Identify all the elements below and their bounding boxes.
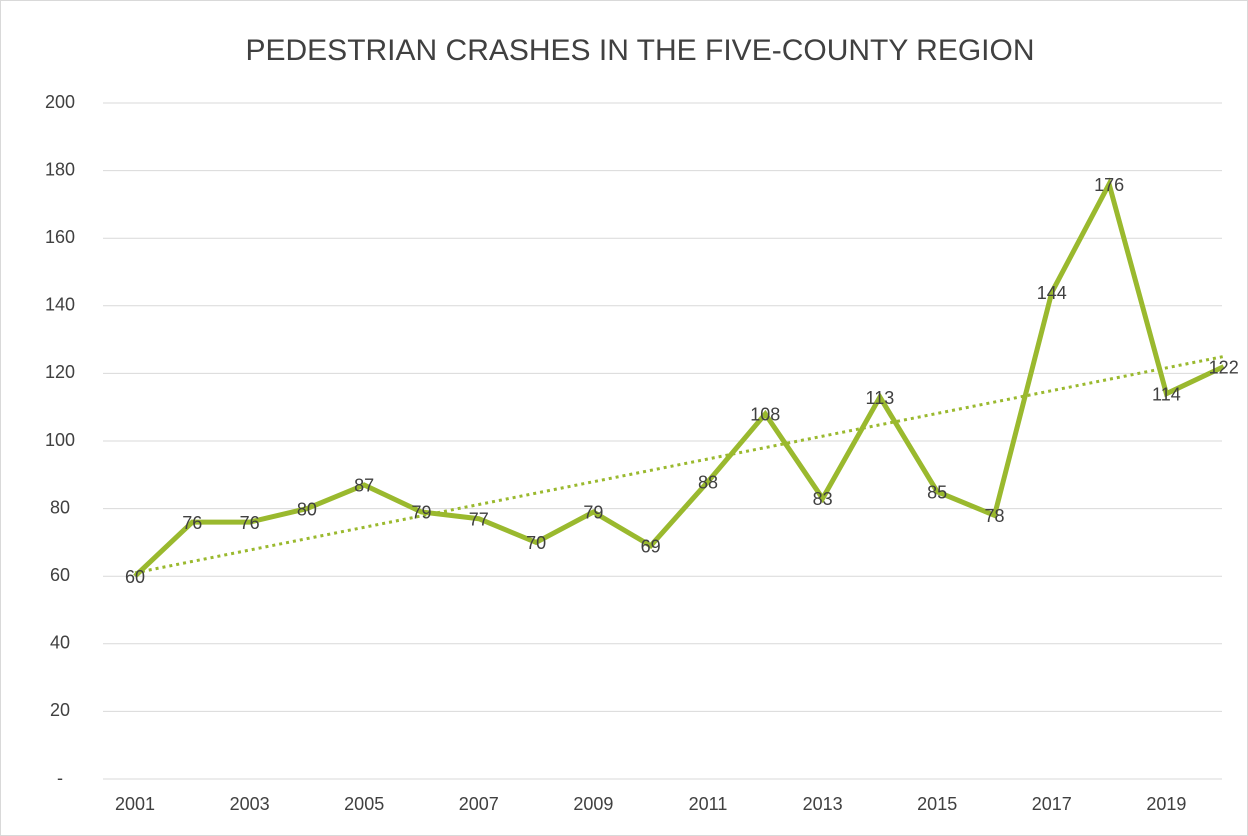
data-label: 114 <box>1152 384 1181 404</box>
x-tick-label: 2007 <box>459 794 499 814</box>
y-tick-label: 20 <box>50 700 70 720</box>
y-tick-label: 200 <box>45 92 75 112</box>
data-label: 79 <box>411 503 431 523</box>
data-label: 77 <box>469 509 489 529</box>
y-tick-label: 40 <box>50 633 70 653</box>
x-tick-label: 2011 <box>689 794 728 814</box>
x-tick-label: 2005 <box>344 794 384 814</box>
data-label: 69 <box>641 537 661 557</box>
data-label: 79 <box>583 503 603 523</box>
y-tick-label: 160 <box>45 227 75 247</box>
trendline <box>134 355 1224 575</box>
data-label: 87 <box>354 476 374 496</box>
data-label: 108 <box>750 405 780 425</box>
y-tick-label: 180 <box>45 159 75 179</box>
data-label: 76 <box>182 513 202 533</box>
data-label: 88 <box>698 472 718 492</box>
data-label: 70 <box>526 533 546 553</box>
data-label: 83 <box>813 489 833 509</box>
x-tick-label: 2015 <box>917 794 957 814</box>
x-tick-label: 2009 <box>573 794 613 814</box>
y-tick-label: 140 <box>45 295 75 315</box>
x-tick-label: 2003 <box>230 794 270 814</box>
data-label: 76 <box>240 513 260 533</box>
data-label: 113 <box>866 388 895 408</box>
data-label: 85 <box>927 482 947 502</box>
y-tick-label: 100 <box>45 430 75 450</box>
data-label: 122 <box>1209 357 1239 377</box>
chart-title: PEDESTRIAN CRASHES IN THE FIVE-COUNTY RE… <box>245 34 1034 67</box>
x-tick-label: 2019 <box>1146 794 1186 814</box>
data-label: 78 <box>984 506 1004 526</box>
y-tick-label: 60 <box>50 565 70 585</box>
data-label: 60 <box>125 567 145 587</box>
x-tick-label: 2001 <box>115 794 155 814</box>
data-line <box>133 177 1225 579</box>
x-tick-label: 2013 <box>803 794 843 814</box>
y-tick-label: 80 <box>50 497 70 517</box>
y-tick-label: 120 <box>45 362 75 382</box>
data-label: 80 <box>297 499 317 519</box>
data-label: 144 <box>1037 283 1067 303</box>
y-tick-label: - <box>57 768 63 788</box>
data-label: 176 <box>1094 175 1124 195</box>
x-tick-label: 2017 <box>1032 794 1072 814</box>
